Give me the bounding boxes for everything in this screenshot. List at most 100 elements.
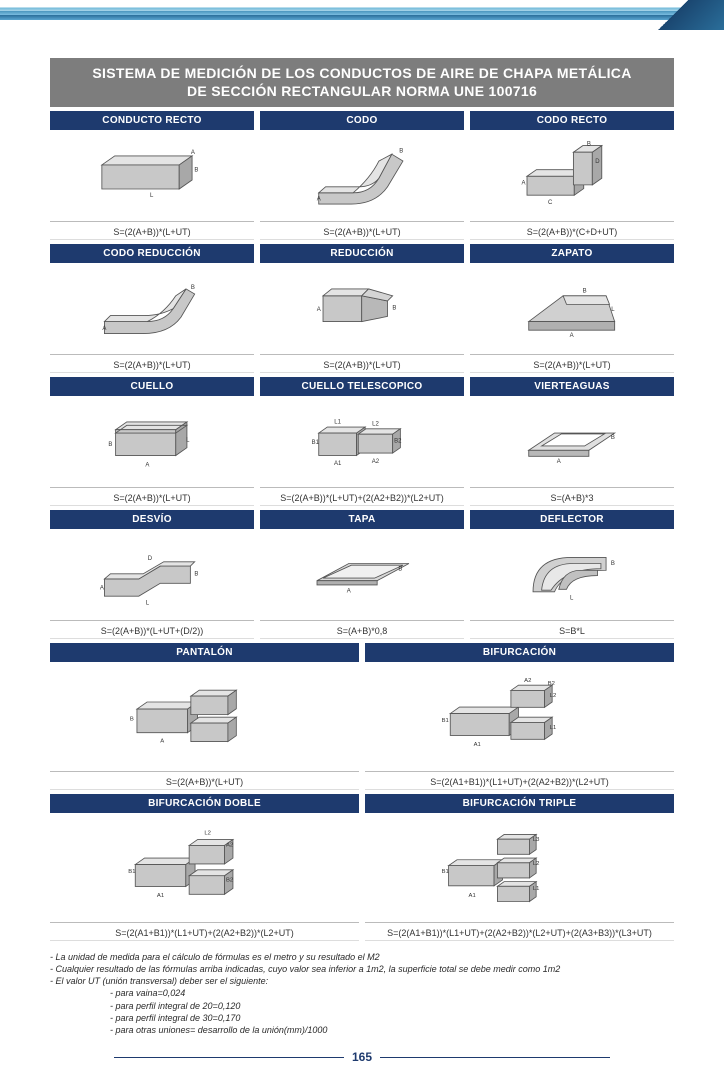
duct-name: BIFURCACIÓN <box>365 643 674 662</box>
page-number: 165 <box>50 1050 674 1064</box>
duct-name: TAPA <box>260 510 464 529</box>
svg-text:A1: A1 <box>334 461 342 467</box>
svg-text:A2: A2 <box>226 842 233 848</box>
svg-text:A: A <box>347 589 351 595</box>
duct-formula: S=(2(A+B))*(L+UT) <box>50 488 254 506</box>
duct-cell: CODO RECTO DCAB S=(2(A+B))*(C+D+UT) <box>470 111 674 240</box>
svg-text:L2: L2 <box>372 421 379 427</box>
duct-name: CODO <box>260 111 464 130</box>
svg-text:B: B <box>611 561 615 567</box>
duct-cell: VIERTEAGUAS A B S=(A+B)*3 <box>470 377 674 506</box>
svg-text:A2: A2 <box>372 459 380 465</box>
svg-text:A: A <box>522 180 526 186</box>
duct-illustration: A L B <box>470 263 674 355</box>
svg-text:B: B <box>399 566 403 572</box>
catalog-page: SISTEMA DE MEDICIÓN DE LOS CONDUCTOS DE … <box>0 0 724 1074</box>
note-line: - Cualquier resultado de las fórmulas ar… <box>50 963 674 975</box>
duct-cell: BIFURCACIÓN TRIPLE B1A1 L3L2L1 S=(2(A1+B… <box>365 794 674 941</box>
duct-formula: S=(2(A+B))*(L+UT)+(2(A2+B2))*(L2+UT) <box>260 488 464 506</box>
duct-illustration: AB <box>50 662 359 772</box>
svg-text:B: B <box>587 141 591 147</box>
note-subline: - para vaina=0,024 <box>50 987 674 999</box>
duct-formula: S=(2(A+B))*(L+UT) <box>470 355 674 373</box>
svg-text:B: B <box>400 148 404 154</box>
duct-cell: BIFURCACIÓN DOBLE B1A2B2 A1L2 S=(2(A1+B1… <box>50 794 359 941</box>
duct-cell: PANTALÓN AB S=(2(A+B))*(L+UT) <box>50 643 359 790</box>
duct-illustration: A L B <box>50 396 254 488</box>
duct-cell: ZAPATO ALB S=(2(A+B))*(L+UT) <box>470 244 674 373</box>
duct-grid: CONDUCTO RECTO BLA S=(2(A+B))*(L+UT) COD… <box>50 111 674 941</box>
duct-illustration: AB <box>260 529 464 621</box>
svg-text:A: A <box>570 333 574 339</box>
duct-formula: S=(2(A+B))*(L+UT) <box>50 222 254 240</box>
duct-formula: S=(2(A+B))*(L+UT) <box>50 355 254 373</box>
svg-text:L2: L2 <box>550 693 557 699</box>
duct-name: DEFLECTOR <box>470 510 674 529</box>
decorative-top-banner <box>0 0 724 50</box>
duct-formula: S=(2(A1+B1))*(L1+UT)+(2(A2+B2))*(L2+UT) <box>365 772 674 790</box>
svg-text:B2: B2 <box>394 438 402 444</box>
duct-formula: S=(2(A+B))*(L+UT) <box>260 222 464 240</box>
svg-text:B1: B1 <box>312 440 320 446</box>
duct-illustration: B1A2B2 A1L2 <box>50 813 359 923</box>
duct-name: CUELLO <box>50 377 254 396</box>
svg-text:B1: B1 <box>442 869 449 875</box>
svg-text:L2: L2 <box>533 861 540 867</box>
duct-illustration: A1L2L1 B1B2A2 <box>365 662 674 772</box>
svg-text:A: A <box>100 585 104 591</box>
svg-text:B: B <box>130 717 134 723</box>
duct-cell: REDUCCIÓN AB S=(2(A+B))*(L+UT) <box>260 244 464 373</box>
duct-cell: DESVÍO LABD S=(2(A+B))*(L+UT+(D/2)) <box>50 510 254 639</box>
svg-text:B: B <box>583 288 587 294</box>
duct-formula: S=(A+B)*3 <box>470 488 674 506</box>
note-subline: - para otras uniones= desarrollo de la u… <box>50 1024 674 1036</box>
duct-name: REDUCCIÓN <box>260 244 464 263</box>
title-line-1: SISTEMA DE MEDICIÓN DE LOS CONDUCTOS DE … <box>60 65 664 83</box>
duct-illustration: BA <box>260 130 464 222</box>
svg-text:B: B <box>611 435 615 441</box>
svg-text:B1: B1 <box>128 869 135 875</box>
svg-text:A: A <box>146 462 150 468</box>
duct-formula: S=(2(A+B))*(L+UT) <box>50 772 359 790</box>
grid-row: CODO REDUCCIÓN AB S=(2(A+B))*(L+UT) REDU… <box>50 244 674 373</box>
svg-text:B: B <box>195 571 199 577</box>
duct-formula: S=(2(A1+B1))*(L1+UT)+(2(A2+B2))*(L2+UT)+… <box>365 923 674 941</box>
duct-illustration: BLA <box>50 130 254 222</box>
duct-cell: CONDUCTO RECTO BLA S=(2(A+B))*(L+UT) <box>50 111 254 240</box>
svg-text:L1: L1 <box>533 886 540 892</box>
svg-text:B: B <box>191 285 195 291</box>
grid-row: CUELLO A L B S=(2(A+B))*(L+UT) CUELLO TELE… <box>50 377 674 506</box>
duct-name: CUELLO TELESCOPICO <box>260 377 464 396</box>
svg-text:C: C <box>548 200 553 206</box>
svg-text:B: B <box>109 442 113 448</box>
svg-text:L: L <box>570 595 574 601</box>
svg-text:L: L <box>186 438 190 444</box>
title-line-2: DE SECCIÓN RECTANGULAR NORMA UNE 100716 <box>60 83 664 101</box>
duct-formula: S=(2(A+B))*(C+D+UT) <box>470 222 674 240</box>
svg-text:A: A <box>191 150 195 156</box>
svg-text:L: L <box>612 307 616 313</box>
note-line: - El valor UT (unión transversal) deber … <box>50 975 674 987</box>
svg-text:L1: L1 <box>550 725 557 731</box>
duct-formula: S=(2(A1+B1))*(L1+UT)+(2(A2+B2))*(L2+UT) <box>50 923 359 941</box>
duct-illustration: AB <box>260 263 464 355</box>
svg-text:A1: A1 <box>157 893 164 899</box>
svg-text:L3: L3 <box>533 837 540 843</box>
duct-illustration: A1A2B1B2 L1L2 <box>260 396 464 488</box>
grid-row: CONDUCTO RECTO BLA S=(2(A+B))*(L+UT) COD… <box>50 111 674 240</box>
svg-text:B2: B2 <box>548 681 555 687</box>
duct-illustration: DCAB <box>470 130 674 222</box>
duct-name: BIFURCACIÓN TRIPLE <box>365 794 674 813</box>
duct-illustration: AB <box>50 263 254 355</box>
duct-formula: S=(A+B)*0,8 <box>260 621 464 639</box>
svg-text:A: A <box>317 196 321 202</box>
note-line: - La unidad de medida para el cálculo de… <box>50 951 674 963</box>
duct-name: DESVÍO <box>50 510 254 529</box>
duct-illustration: LABD <box>50 529 254 621</box>
svg-text:A: A <box>557 459 561 465</box>
duct-name: VIERTEAGUAS <box>470 377 674 396</box>
svg-text:B: B <box>195 167 199 173</box>
svg-text:B1: B1 <box>442 718 449 724</box>
duct-cell: TAPA AB S=(A+B)*0,8 <box>260 510 464 639</box>
duct-name: CODO REDUCCIÓN <box>50 244 254 263</box>
